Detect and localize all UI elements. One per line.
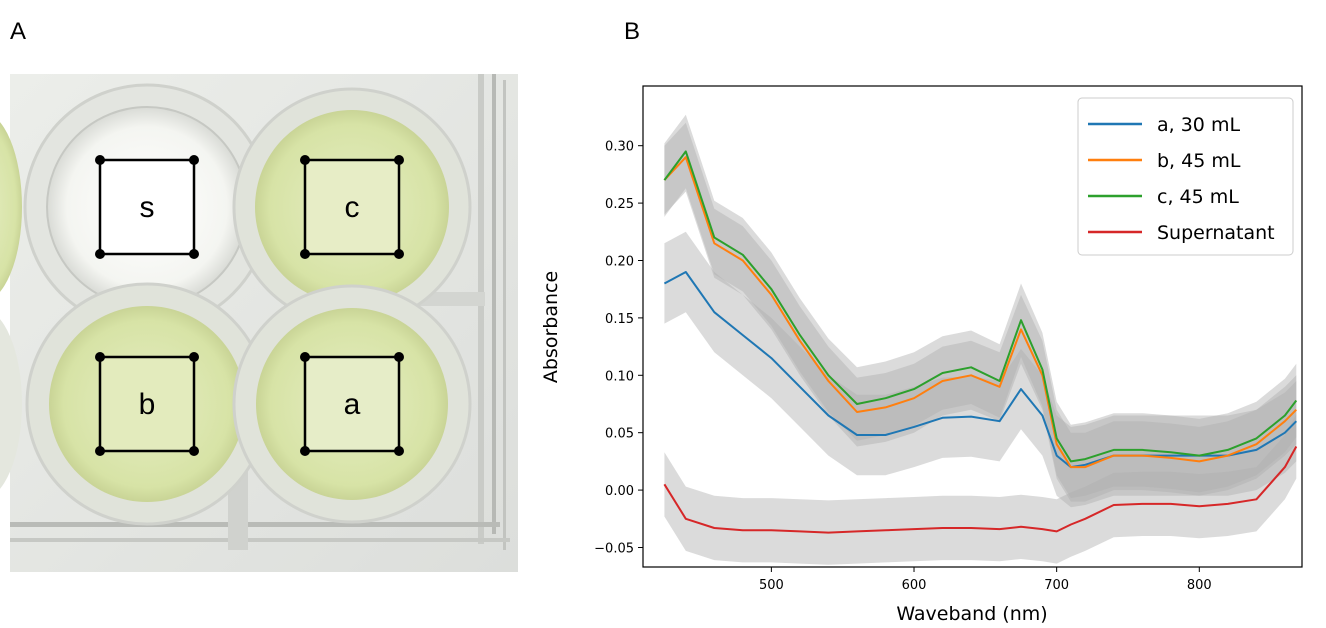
y-tick-label: −0.05: [594, 541, 634, 556]
roi-corner-dot: [394, 352, 404, 362]
roi-a: a: [300, 352, 404, 456]
roi-corner-dot: [189, 249, 199, 259]
roi-corner-dot: [394, 249, 404, 259]
well-label-c: c: [345, 191, 360, 224]
y-tick-label: 0.25: [605, 197, 634, 212]
roi-s: s: [95, 155, 199, 259]
x-axis-title: Waveband (nm): [896, 603, 1047, 625]
line-series-2: [663, 156, 1298, 469]
legend-box: [1077, 97, 1294, 256]
roi-corner-dot: [95, 446, 105, 456]
plot-frame: [642, 85, 1303, 568]
roi-corner-dot: [189, 446, 199, 456]
band-series-1: [664, 231, 1297, 508]
roi-corner-dot: [189, 352, 199, 362]
roi-corner-dot: [300, 352, 310, 362]
roi-squares: s c b a: [95, 155, 404, 456]
y-tick-label: 0.15: [605, 312, 634, 327]
line-series-3: [663, 150, 1298, 463]
line-series-4: [663, 446, 1298, 534]
band-series-3: [664, 114, 1297, 499]
y-axis-ticks: −0.05 0.00 0.05 0.10 0.15 0.20 0.25 0.30: [594, 140, 643, 556]
roi-corner-dot: [95, 249, 105, 259]
roi-b: b: [95, 352, 199, 456]
roi-corner-dot: [300, 155, 310, 165]
roi-corner-dot: [189, 155, 199, 165]
legend-label-4: Supernatant: [1157, 222, 1275, 244]
band-series-4: [664, 414, 1297, 565]
x-axis-ticks: 500 600 700 800: [759, 567, 1212, 593]
y-tick-label: 0.00: [605, 484, 634, 499]
confidence-bands: [664, 114, 1297, 565]
roi-corner-dot: [95, 155, 105, 165]
x-tick-label: 500: [759, 578, 784, 593]
panel-label-a: A: [10, 18, 27, 45]
y-axis-title: Absorbance: [540, 271, 562, 383]
x-tick-label: 600: [902, 578, 927, 593]
roi-corner-dot: [394, 446, 404, 456]
roi-corner-dot: [95, 352, 105, 362]
roi-c: c: [300, 155, 404, 259]
y-tick-label: 0.30: [605, 140, 634, 155]
legend-label-1: a, 30 mL: [1157, 114, 1240, 136]
y-tick-label: 0.05: [605, 427, 634, 442]
roi-corner-dot: [394, 155, 404, 165]
roi-corner-dot: [300, 249, 310, 259]
panel-label-b: B: [624, 18, 641, 45]
legend-label-3: c, 45 mL: [1157, 186, 1239, 208]
x-tick-label: 800: [1187, 578, 1212, 593]
band-series-2: [664, 122, 1297, 502]
roi-corner-dot: [300, 446, 310, 456]
y-tick-label: 0.20: [605, 254, 634, 269]
legend-label-2: b, 45 mL: [1157, 150, 1241, 172]
well-label-b: b: [139, 388, 156, 421]
series-lines: [663, 150, 1298, 534]
y-tick-label: 0.10: [605, 369, 634, 384]
x-tick-label: 700: [1044, 578, 1069, 593]
well-label-s: s: [140, 191, 155, 224]
legend: a, 30 mL b, 45 mL c, 45 mL Supernatant: [1077, 97, 1294, 256]
well-label-a: a: [344, 388, 361, 421]
